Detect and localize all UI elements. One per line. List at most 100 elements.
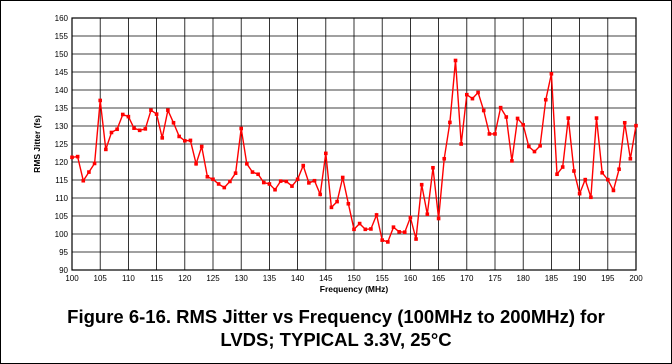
data-markers xyxy=(70,58,638,244)
data-point xyxy=(414,237,418,241)
x-tick-label: 155 xyxy=(376,274,390,283)
data-point xyxy=(369,227,373,231)
x-tick-label: 125 xyxy=(206,274,220,283)
data-point xyxy=(171,120,176,125)
x-tick-label: 110 xyxy=(122,274,135,283)
data-point xyxy=(487,132,492,136)
data-point xyxy=(115,127,119,132)
data-point xyxy=(363,227,368,232)
data-point xyxy=(301,163,306,168)
data-point xyxy=(98,98,102,103)
data-point xyxy=(357,221,362,226)
data-point xyxy=(284,179,289,184)
x-tick-label: 100 xyxy=(65,274,79,283)
data-point xyxy=(250,170,255,174)
x-tick-labels: 100 105 110 115 120 125 130 135 140 145 150 155 160 1… xyxy=(65,274,643,283)
data-point xyxy=(340,175,345,180)
data-point xyxy=(521,123,525,127)
data-point xyxy=(137,128,142,133)
data-point xyxy=(611,188,616,193)
data-point xyxy=(104,147,108,152)
data-point xyxy=(278,179,283,183)
data-point xyxy=(109,130,114,135)
data-point xyxy=(346,201,351,206)
data-point xyxy=(549,72,554,76)
data-point xyxy=(329,205,334,210)
y-tick-label: 160 xyxy=(55,14,69,23)
y-tick-label: 105 xyxy=(55,212,69,221)
y-tick-label: 90 xyxy=(59,266,68,275)
caption-line-2: LVDS; TYPICAL 3.3V, 25°C xyxy=(220,329,452,350)
data-point xyxy=(465,92,469,97)
x-tick-label: 150 xyxy=(347,274,361,283)
figure-top-border xyxy=(0,0,672,1)
data-point xyxy=(194,162,198,166)
data-point xyxy=(606,177,610,182)
data-point xyxy=(166,108,170,112)
data-point xyxy=(87,170,91,174)
data-point xyxy=(583,177,588,182)
data-point xyxy=(448,120,452,125)
data-point xyxy=(261,180,266,185)
data-point xyxy=(532,149,537,154)
data-point xyxy=(183,138,187,143)
data-point xyxy=(481,108,486,113)
data-point xyxy=(543,97,548,102)
data-point xyxy=(622,120,627,125)
data-point xyxy=(391,225,396,229)
x-tick-label: 145 xyxy=(319,274,333,283)
data-point xyxy=(256,172,260,177)
data-point xyxy=(504,115,509,119)
data-point xyxy=(515,116,520,121)
data-point xyxy=(498,105,503,110)
data-point xyxy=(267,182,272,186)
data-point xyxy=(408,215,413,220)
data-point xyxy=(199,144,204,149)
y-tick-label: 135 xyxy=(55,104,69,113)
data-point xyxy=(120,112,125,117)
data-point xyxy=(397,230,401,234)
data-point xyxy=(577,191,582,196)
x-tick-label: 185 xyxy=(545,274,559,283)
y-tick-label: 95 xyxy=(59,248,68,257)
x-tick-label: 165 xyxy=(432,274,446,283)
grid-layer xyxy=(71,17,637,271)
data-point xyxy=(324,151,328,156)
data-point xyxy=(307,181,311,185)
jitter-chart: 90 95 100 105 110 115 120 125 130 135 140 145 150 155… xyxy=(32,14,643,294)
data-point xyxy=(476,90,480,95)
y-tick-label: 125 xyxy=(55,140,69,149)
data-point xyxy=(273,187,277,192)
x-tick-label: 190 xyxy=(573,274,587,283)
data-point xyxy=(222,185,227,190)
data-point xyxy=(442,156,447,161)
data-point xyxy=(126,114,131,119)
data-point xyxy=(628,156,633,161)
data-point xyxy=(560,165,565,169)
x-tick-label: 105 xyxy=(94,274,108,283)
data-point xyxy=(188,138,193,143)
data-point xyxy=(386,240,390,244)
y-tick-label: 145 xyxy=(55,68,69,77)
data-point xyxy=(589,195,593,200)
x-tick-label: 170 xyxy=(460,274,474,283)
x-tick-label: 160 xyxy=(404,274,418,283)
data-point xyxy=(318,192,322,197)
data-point xyxy=(527,144,531,149)
data-point xyxy=(149,108,153,112)
data-point xyxy=(81,178,86,183)
figure-caption: Figure 6-16. RMS Jitter vs Frequency (10… xyxy=(20,305,652,351)
data-point xyxy=(160,136,165,140)
data-point xyxy=(216,182,221,186)
caption-line-1: Figure 6-16. RMS Jitter vs Frequency (10… xyxy=(67,306,605,327)
x-tick-label: 195 xyxy=(601,274,615,283)
data-point xyxy=(431,165,435,170)
y-tick-labels: 90 95 100 105 110 115 120 125 130 135 140 145 150 155… xyxy=(55,14,69,275)
x-tick-label: 180 xyxy=(517,274,531,283)
x-tick-label: 130 xyxy=(235,274,249,283)
data-point xyxy=(493,132,497,136)
y-tick-label: 100 xyxy=(55,230,69,239)
data-point xyxy=(402,230,407,234)
data-point xyxy=(572,169,576,173)
data-point xyxy=(419,182,424,187)
